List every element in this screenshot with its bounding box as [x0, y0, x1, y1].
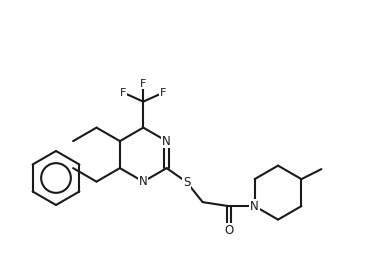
- Text: F: F: [160, 87, 166, 98]
- Text: F: F: [120, 87, 126, 98]
- Text: N: N: [139, 175, 148, 188]
- Text: F: F: [140, 79, 146, 89]
- Text: O: O: [224, 224, 233, 237]
- Text: S: S: [183, 176, 191, 189]
- Text: N: N: [250, 200, 259, 213]
- Text: N: N: [162, 135, 171, 148]
